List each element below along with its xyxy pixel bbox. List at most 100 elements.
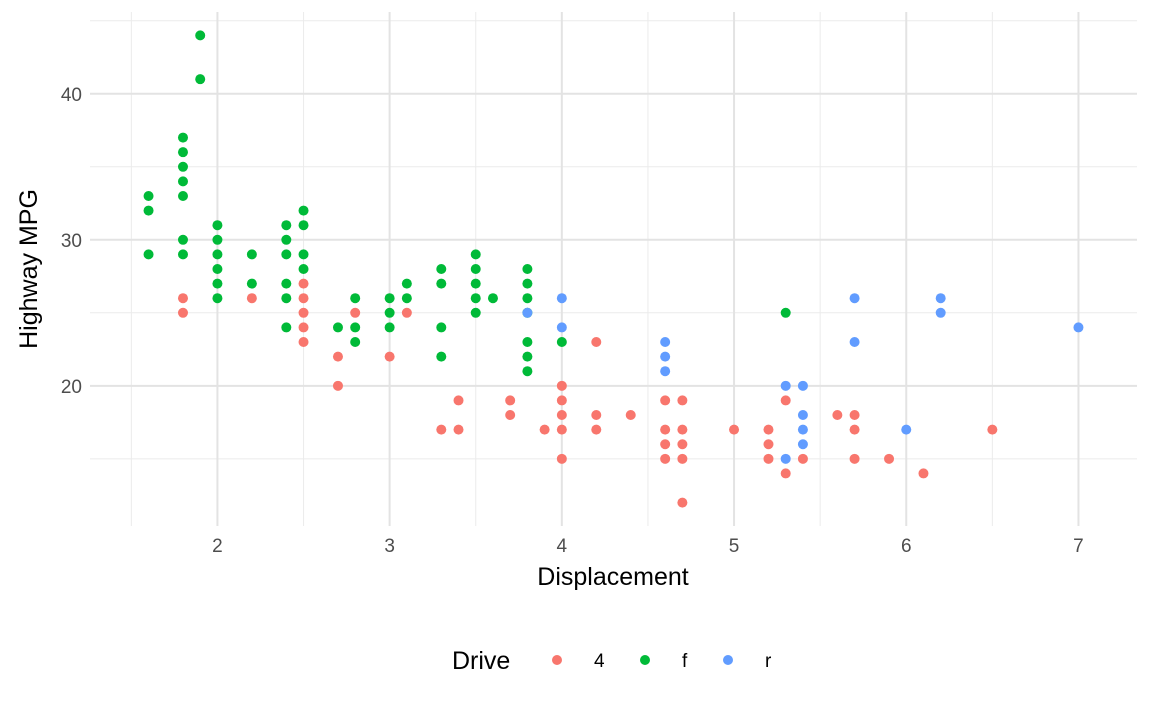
data-point-f bbox=[401, 278, 412, 289]
data-point-f bbox=[281, 322, 292, 333]
data-point-4 bbox=[780, 468, 791, 479]
y-axis-title: Highway MPG bbox=[15, 189, 43, 349]
data-point-f bbox=[212, 249, 223, 260]
data-point-4 bbox=[832, 410, 843, 421]
data-point-f bbox=[212, 278, 223, 289]
data-points bbox=[143, 30, 1084, 508]
data-point-4 bbox=[401, 307, 412, 318]
data-point-4 bbox=[763, 439, 774, 450]
data-point-f bbox=[143, 205, 154, 216]
data-point-r bbox=[780, 380, 791, 391]
data-point-4 bbox=[660, 453, 671, 464]
x-tick-label: 2 bbox=[212, 536, 223, 557]
data-point-r bbox=[935, 293, 946, 304]
data-point-f bbox=[522, 366, 533, 377]
data-point-f bbox=[298, 264, 309, 274]
data-point-4 bbox=[884, 453, 895, 464]
data-point-f bbox=[350, 322, 361, 333]
data-point-4 bbox=[384, 351, 395, 362]
data-point-r bbox=[849, 293, 860, 304]
data-point-4 bbox=[763, 453, 774, 464]
data-point-4 bbox=[591, 410, 602, 421]
data-point-r bbox=[797, 380, 808, 391]
data-point-f bbox=[436, 264, 447, 274]
data-point-f bbox=[281, 249, 292, 260]
legend-key-4 bbox=[552, 655, 562, 665]
legend: Drive 4 f r bbox=[452, 647, 772, 675]
data-point-f bbox=[177, 234, 188, 245]
data-point-f bbox=[436, 322, 447, 333]
data-point-4 bbox=[298, 307, 309, 318]
data-point-r bbox=[797, 424, 808, 435]
data-point-r bbox=[1073, 322, 1084, 333]
x-axis-title: Displacement bbox=[537, 563, 689, 591]
data-point-4 bbox=[298, 322, 309, 333]
data-point-f bbox=[143, 249, 154, 260]
data-point-4 bbox=[918, 468, 929, 479]
data-point-4 bbox=[505, 410, 516, 421]
data-point-4 bbox=[556, 395, 567, 406]
data-point-4 bbox=[350, 307, 361, 318]
data-point-4 bbox=[660, 395, 671, 406]
data-point-f bbox=[556, 337, 567, 348]
y-tick-label: 20 bbox=[61, 377, 82, 398]
data-point-f bbox=[246, 249, 257, 260]
data-point-4 bbox=[677, 395, 688, 406]
data-point-4 bbox=[246, 293, 257, 304]
data-point-4 bbox=[677, 497, 688, 508]
data-point-r bbox=[556, 322, 567, 333]
legend-title: Drive bbox=[452, 647, 510, 675]
legend-label-r: r bbox=[765, 651, 772, 672]
data-point-r bbox=[797, 439, 808, 450]
data-point-f bbox=[522, 351, 533, 362]
data-point-4 bbox=[177, 293, 188, 304]
data-point-4 bbox=[660, 439, 671, 450]
data-point-4 bbox=[298, 337, 309, 348]
data-point-f bbox=[177, 132, 188, 143]
x-tick-label: 7 bbox=[1073, 536, 1084, 557]
data-point-f bbox=[212, 220, 223, 231]
legend-key-r bbox=[723, 655, 733, 665]
data-point-f bbox=[401, 293, 412, 304]
data-point-f bbox=[470, 264, 481, 274]
legend-label-f: f bbox=[682, 651, 688, 672]
data-point-4 bbox=[677, 439, 688, 450]
data-point-f bbox=[470, 249, 481, 260]
data-point-f bbox=[298, 205, 309, 216]
data-point-f bbox=[384, 307, 395, 318]
data-point-4 bbox=[298, 278, 309, 289]
data-point-f bbox=[246, 278, 257, 289]
data-point-f bbox=[195, 30, 206, 41]
data-point-4 bbox=[436, 424, 447, 435]
data-point-4 bbox=[298, 293, 309, 304]
data-point-4 bbox=[556, 410, 567, 421]
data-point-f bbox=[522, 264, 533, 274]
data-point-4 bbox=[660, 424, 671, 435]
data-point-4 bbox=[453, 395, 464, 406]
data-point-4 bbox=[332, 351, 343, 362]
x-tick-label: 3 bbox=[384, 536, 395, 557]
grid bbox=[90, 12, 1137, 526]
data-point-f bbox=[212, 293, 223, 304]
data-point-f bbox=[350, 337, 361, 348]
data-point-f bbox=[522, 337, 533, 348]
data-point-r bbox=[660, 351, 671, 362]
data-point-4 bbox=[780, 395, 791, 406]
data-point-4 bbox=[677, 453, 688, 464]
data-point-f bbox=[195, 74, 206, 85]
x-tick-label: 6 bbox=[901, 536, 912, 557]
data-point-f bbox=[177, 190, 188, 201]
data-point-f bbox=[350, 293, 361, 304]
data-point-4 bbox=[556, 453, 567, 464]
data-point-4 bbox=[332, 380, 343, 391]
data-point-f bbox=[522, 293, 533, 304]
data-point-f bbox=[470, 307, 481, 318]
y-tick-label: 30 bbox=[61, 231, 82, 252]
data-point-4 bbox=[849, 410, 860, 421]
data-point-f bbox=[281, 220, 292, 231]
y-tick-label: 40 bbox=[61, 85, 82, 106]
legend-label-4: 4 bbox=[594, 651, 605, 672]
data-point-4 bbox=[849, 424, 860, 435]
data-point-f bbox=[384, 293, 395, 304]
data-point-r bbox=[522, 307, 533, 318]
